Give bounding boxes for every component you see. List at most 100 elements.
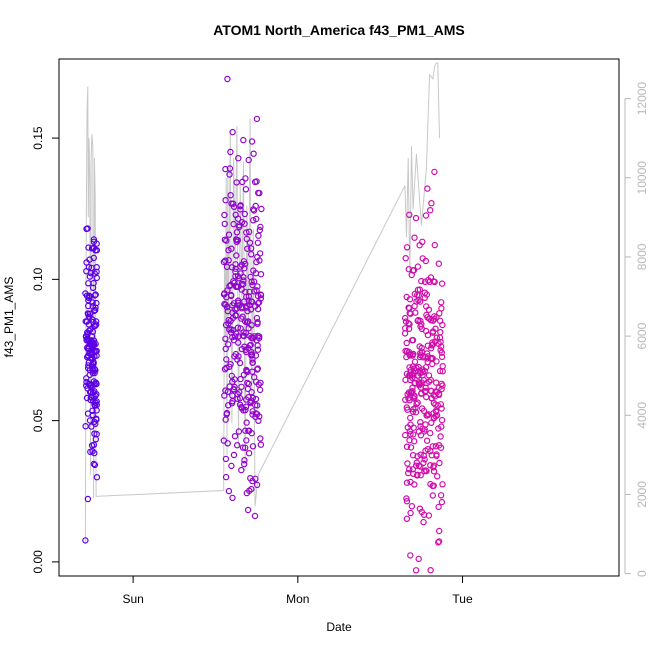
y-tick-label: 0.10 <box>31 267 45 291</box>
data-point <box>426 315 433 322</box>
axes: 0.00 0.05 0.10 0.15 Sun Mon Tue 0 2000 4000 6000 80… <box>31 82 649 606</box>
data-point <box>438 280 446 287</box>
data-point <box>242 403 250 410</box>
data-point <box>237 375 244 383</box>
data-point <box>412 567 420 574</box>
data-point <box>413 364 420 372</box>
data-point <box>414 263 422 270</box>
data-point <box>244 506 252 514</box>
data-point <box>430 462 437 469</box>
data-point <box>417 463 424 470</box>
data-point <box>438 349 445 356</box>
data-point <box>429 341 437 348</box>
data-point <box>241 210 248 218</box>
data-point <box>424 185 431 192</box>
data-point <box>250 267 257 274</box>
data-point <box>239 444 247 451</box>
data-point <box>248 138 256 145</box>
data-point <box>238 303 246 311</box>
data-point <box>423 393 430 401</box>
data-point <box>255 381 262 388</box>
data-point <box>254 346 262 353</box>
data-point <box>93 391 100 398</box>
data-point <box>231 383 238 391</box>
data-point <box>248 278 255 286</box>
data-point <box>429 328 437 335</box>
data-point <box>438 423 445 430</box>
data-point <box>240 332 248 340</box>
data-point <box>420 407 428 415</box>
secondary-tick-label: 0 <box>635 570 649 577</box>
data-point <box>88 351 95 359</box>
data-point <box>402 255 409 262</box>
secondary-tick-label: 12000 <box>635 82 649 116</box>
data-point <box>89 284 97 291</box>
data-point <box>248 397 255 404</box>
data-point <box>241 260 249 268</box>
data-point <box>402 314 409 322</box>
data-point <box>427 317 435 324</box>
data-point <box>406 466 413 473</box>
data-point <box>84 495 92 503</box>
data-point <box>84 302 92 310</box>
data-point <box>93 299 100 307</box>
data-point <box>244 307 251 315</box>
data-point <box>422 387 429 395</box>
data-point <box>423 303 430 310</box>
data-point <box>93 398 100 405</box>
data-point <box>224 287 231 294</box>
data-point <box>437 444 445 451</box>
x-tick-label: Sun <box>122 592 143 606</box>
data-point <box>407 366 414 374</box>
data-point <box>410 406 417 413</box>
data-point <box>243 235 250 243</box>
data-point <box>221 392 228 399</box>
data-point <box>232 312 239 319</box>
data-point <box>257 441 265 448</box>
data-point <box>92 436 100 443</box>
data-point <box>409 384 416 391</box>
data-point <box>238 383 245 390</box>
data-point <box>435 539 442 546</box>
data-point <box>229 398 236 405</box>
data-point <box>411 234 418 241</box>
y-axis-label: f43_PM1_AMS <box>2 277 16 358</box>
data-point <box>423 379 430 387</box>
data-point <box>92 291 99 298</box>
data-point <box>224 341 232 348</box>
data-point <box>257 379 264 386</box>
data-point <box>248 298 256 305</box>
data-point <box>241 343 248 350</box>
secondary-tick-label: 10000 <box>635 161 649 195</box>
data-point <box>406 211 413 218</box>
data-point <box>431 393 439 400</box>
data-point <box>403 339 410 347</box>
data-point <box>409 466 417 473</box>
data-point <box>253 115 261 123</box>
data-point <box>225 316 232 324</box>
data-point <box>436 334 444 341</box>
data-point <box>93 407 100 414</box>
data-point <box>243 229 250 236</box>
data-point <box>251 512 259 520</box>
data-point <box>406 437 413 444</box>
data-point <box>436 527 443 535</box>
data-point <box>438 405 445 412</box>
data-point <box>220 437 227 444</box>
data-point <box>245 344 252 352</box>
data-point <box>429 492 436 499</box>
data-point <box>250 207 258 214</box>
data-point <box>238 466 245 474</box>
data-point <box>428 342 436 349</box>
data-point <box>222 196 229 204</box>
data-point <box>418 508 425 516</box>
data-point <box>404 460 411 467</box>
data-point <box>420 518 427 526</box>
data-point <box>229 334 236 341</box>
data-point <box>417 380 424 387</box>
data-point <box>408 371 416 378</box>
data-point <box>82 333 90 340</box>
data-point <box>435 391 443 398</box>
data-point <box>249 477 256 485</box>
data-point <box>232 283 240 290</box>
